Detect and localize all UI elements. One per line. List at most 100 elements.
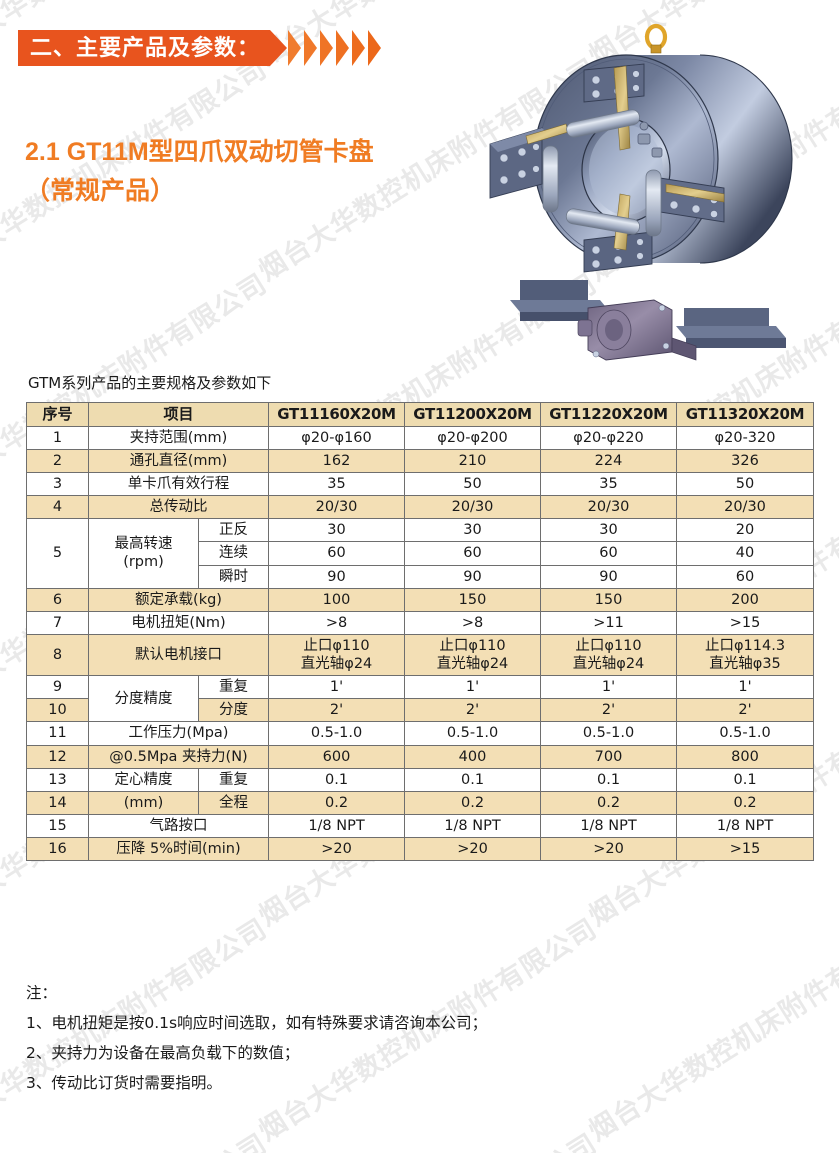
table-row: 16 压降 5%时间(min) >20 >20 >20 >15 bbox=[26, 836, 815, 862]
product-title-line1: 2.1 GT11M型四爪双动切管卡盘 bbox=[25, 138, 374, 166]
chevron-right-icon bbox=[288, 30, 302, 66]
watermark-text: 烟台大华数控机床附件有限公司 bbox=[250, 1122, 603, 1153]
note-item-3: 3、传动比订货时需要指明。 bbox=[26, 1074, 222, 1092]
chevron-right-icon bbox=[304, 30, 318, 66]
cell-value: 0.1 bbox=[404, 767, 542, 792]
cell-item: 默认电机接口 bbox=[87, 633, 270, 677]
cell-value: >20 bbox=[404, 836, 542, 862]
cell-value: 700 bbox=[540, 744, 678, 769]
col-header-model-3: GT11220X20M bbox=[540, 402, 678, 427]
cell-value: 止口φ110 直光轴φ24 bbox=[540, 633, 678, 677]
cell-value: 1/8 NPT bbox=[676, 813, 815, 839]
cell-value: 止口φ114.3 直光轴φ35 bbox=[676, 633, 815, 677]
cell-item: 总传动比 bbox=[87, 495, 270, 520]
cell-value: 1/8 NPT bbox=[540, 813, 678, 839]
product-photo bbox=[438, 8, 838, 376]
cell-subitem: 重复 bbox=[197, 767, 270, 792]
cell-value: 90 bbox=[404, 564, 542, 589]
table-row: 14 (mm) 全程 0.2 0.2 0.2 0.2 bbox=[26, 790, 815, 815]
cell-value: φ20-φ200 bbox=[404, 425, 542, 450]
cell-no: 8 bbox=[26, 633, 89, 677]
cell-item: 夹持范围(mm) bbox=[87, 425, 270, 450]
cell-item: 最高转速 (rpm) bbox=[88, 518, 199, 589]
cell-value: 224 bbox=[540, 448, 678, 474]
table-row: 12 @0.5Mpa 夹持力(N) 600 400 700 800 bbox=[26, 744, 815, 769]
cell-value: 0.5-1.0 bbox=[676, 721, 815, 746]
cell-value: 800 bbox=[676, 744, 815, 769]
cell-value: 0.2 bbox=[404, 790, 542, 815]
cell-no: 4 bbox=[26, 495, 89, 520]
cell-value: 60 bbox=[540, 541, 678, 566]
cell-no: 14 bbox=[26, 790, 89, 815]
cell-value: 20/30 bbox=[676, 495, 815, 520]
cell-value: 2' bbox=[540, 698, 678, 723]
watermark-text: 烟台大华数控机床附件有限公司 bbox=[0, 1122, 273, 1153]
cell-value: 35 bbox=[268, 471, 406, 497]
cell-no: 15 bbox=[26, 813, 89, 839]
cell-subitem: 正反 bbox=[197, 518, 270, 543]
table-row: 10 分度 2' 2' 2' 2' bbox=[26, 698, 815, 723]
cell-item: 工作压力(Mpa) bbox=[87, 721, 270, 746]
cell-value: φ20-φ220 bbox=[540, 425, 678, 450]
cell-value: 30 bbox=[540, 518, 678, 543]
table-caption: GTM系列产品的主要规格及参数如下 bbox=[28, 374, 272, 392]
chuck-3d-illustration-icon bbox=[489, 23, 793, 361]
cell-value: >8 bbox=[268, 610, 406, 635]
table-row: 7 电机扭矩(Nm) >8 >8 >11 >15 bbox=[26, 610, 815, 635]
chevron-right-icon bbox=[336, 30, 350, 66]
cell-value: 0.1 bbox=[268, 767, 406, 792]
cell-subitem: 重复 bbox=[197, 675, 270, 700]
cell-value: >11 bbox=[540, 610, 678, 635]
col-header-model-1: GT11160X20M bbox=[268, 402, 406, 427]
table-row: 8 默认电机接口 止口φ110 直光轴φ24 止口φ110 直光轴φ24 止口φ110 直光轴… bbox=[26, 633, 815, 677]
cell-no: 9 bbox=[26, 675, 89, 700]
cell-value: 0.5-1.0 bbox=[404, 721, 542, 746]
cell-value: 30 bbox=[268, 518, 406, 543]
table-row: 5 最高转速 (rpm) 正反 30 30 30 20 bbox=[26, 518, 815, 589]
cell-no: 12 bbox=[26, 744, 89, 769]
chevron-right-icon bbox=[320, 30, 334, 66]
cell-value: 0.1 bbox=[540, 767, 678, 792]
col-header-model-4: GT11320X20M bbox=[676, 402, 815, 427]
spec-table: 序号 项目 GT11160X20M GT11200X20M GT11220X20… bbox=[26, 402, 815, 862]
cell-no: 1 bbox=[26, 425, 89, 450]
cell-value: 0.5-1.0 bbox=[268, 721, 406, 746]
watermark-text: 烟台大华数控机床附件有限公司 bbox=[583, 913, 839, 1148]
table-row: 13 定心精度 重复 0.1 0.1 0.1 0.1 bbox=[26, 767, 815, 792]
cell-value: 600 bbox=[268, 744, 406, 769]
spec-table-body: 1 夹持范围(mm) φ20-φ160 φ20-φ200 φ20-φ220 φ20-320… bbox=[26, 425, 815, 862]
cell-no: 7 bbox=[26, 610, 89, 635]
cell-value: 止口φ110 直光轴φ24 bbox=[404, 633, 542, 677]
cell-value: 35 bbox=[540, 471, 678, 497]
cell-value: >8 bbox=[404, 610, 542, 635]
cell-no: 11 bbox=[26, 721, 89, 746]
cell-value: 1/8 NPT bbox=[404, 813, 542, 839]
cell-item: 气路按口 bbox=[87, 813, 270, 839]
cell-value: 50 bbox=[404, 471, 542, 497]
cell-no: 2 bbox=[26, 448, 89, 474]
table-row: 连续 60 60 60 40 bbox=[27, 541, 815, 566]
product-title: 2.1 GT11M型四爪双动切管卡盘 （常规产品） bbox=[25, 133, 374, 211]
cell-no: 16 bbox=[26, 836, 89, 862]
col-header-item: 项目 bbox=[87, 402, 270, 427]
cell-value: 100 bbox=[268, 587, 406, 612]
section-banner: 二、主要产品及参数： bbox=[18, 30, 382, 66]
table-row: 6 额定承载(kg) 100 150 150 200 bbox=[26, 587, 815, 612]
cell-value: 0.5-1.0 bbox=[540, 721, 678, 746]
cell-value: 止口φ110 直光轴φ24 bbox=[268, 633, 406, 677]
cell-value: 60 bbox=[404, 541, 542, 566]
cell-value: 1' bbox=[268, 675, 406, 700]
cell-item: 定心精度 bbox=[88, 767, 199, 792]
cell-value: 210 bbox=[404, 448, 542, 474]
cell-value: 162 bbox=[268, 448, 406, 474]
cell-no: 13 bbox=[26, 767, 89, 792]
cell-value: 0.2 bbox=[676, 790, 815, 815]
cell-value: >20 bbox=[540, 836, 678, 862]
cell-subitem: 连续 bbox=[197, 541, 270, 566]
table-row: 15 气路按口 1/8 NPT 1/8 NPT 1/8 NPT 1/8 NPT bbox=[26, 813, 815, 839]
cell-value: 20 bbox=[676, 518, 815, 543]
cell-item: (mm) bbox=[88, 790, 199, 815]
cell-value: 1' bbox=[676, 675, 815, 700]
table-row: 9 分度精度 重复 1' 1' 1' 1' bbox=[26, 675, 815, 723]
cell-item: 额定承载(kg) bbox=[87, 587, 270, 612]
